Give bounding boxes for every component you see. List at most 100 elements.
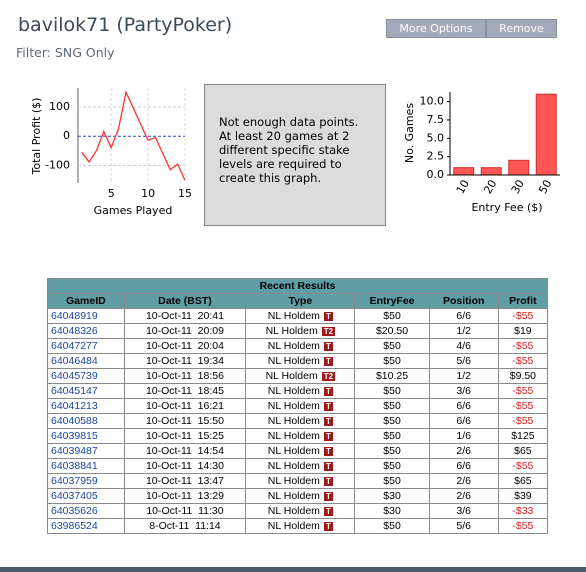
date: 10-Oct-11 18:45 — [123, 383, 247, 399]
y-tick-label: 0.0 — [427, 168, 445, 181]
table-row: 64046484 10-Oct-11 19:34 NL Holdem T $50 5/6-… — [47, 353, 549, 369]
x-tick-label: 30 — [509, 178, 527, 197]
column-header: Date (BST) — [123, 293, 247, 309]
type-text: NL Holdem — [267, 340, 320, 352]
x-tick-label: 20 — [481, 178, 499, 197]
profit: $39 — [497, 488, 549, 504]
profit: -$55 — [497, 308, 549, 324]
type-badge: T — [323, 341, 333, 351]
position: 1/2 — [428, 368, 499, 384]
game-id[interactable]: 64039815 — [47, 428, 125, 444]
type: NL Holdem T — [245, 428, 356, 444]
entry-fee: $50 — [354, 353, 430, 369]
game-id[interactable]: 64048919 — [47, 308, 125, 324]
y-axis-title: Total Profit ($) — [30, 98, 43, 176]
table-row: 64045739 10-Oct-11 18:56 NL Holdem T2 $10.25… — [47, 368, 549, 384]
button[interactable]: More Options — [386, 19, 486, 38]
date: 10-Oct-11 15:50 — [123, 413, 247, 429]
position: 6/6 — [428, 413, 499, 429]
date: 10-Oct-11 11:30 — [123, 503, 247, 519]
y-tick-label: 10.0 — [420, 95, 445, 108]
table-row: 64047277 10-Oct-11 20:04 NL Holdem T $50 4/6-… — [47, 338, 549, 354]
date: 10-Oct-11 20:04 — [123, 338, 247, 354]
position: 2/6 — [428, 473, 499, 489]
date: 10-Oct-11 16:21 — [123, 398, 247, 414]
position: 1/6 — [428, 428, 499, 444]
type-text: NL Holdem — [267, 430, 320, 442]
x-tick-label: 15 — [178, 187, 192, 200]
date: 10-Oct-11 20:09 — [123, 323, 247, 339]
table-row: 64041213 10-Oct-11 16:21 NL Holdem T $50 6/6-… — [47, 398, 549, 414]
type-badge: T — [323, 476, 333, 486]
game-id[interactable]: 64035626 — [47, 503, 125, 519]
profit: -$33 — [497, 503, 549, 519]
type: NL Holdem T — [245, 473, 356, 489]
title: bavilok71 (PartyPoker) — [18, 14, 233, 36]
entry-fee: $50 — [354, 413, 430, 429]
game-id[interactable]: 64047277 — [47, 338, 125, 354]
game-id[interactable]: 64048326 — [47, 323, 125, 339]
date: 8-Oct-11 11:14 — [123, 518, 247, 534]
position: 2/6 — [428, 488, 499, 504]
profit: $65 — [497, 473, 549, 489]
type: NL Holdem T — [245, 353, 356, 369]
position: 3/6 — [428, 383, 499, 399]
table-row: 64048919 10-Oct-11 20:41 NL Holdem T $50 6/6-… — [47, 308, 549, 324]
date: 10-Oct-11 18:56 — [123, 368, 247, 384]
game-id[interactable]: 64045147 — [47, 383, 125, 399]
type-text: NL Holdem — [265, 325, 318, 337]
bar — [508, 159, 530, 176]
table-row: 64037405 10-Oct-11 13:29 NL Holdem T $30 2/6 $… — [47, 488, 549, 504]
game-id[interactable]: 64040588 — [47, 413, 125, 429]
table-row: 64035626 10-Oct-11 11:30 NL Holdem T $30 3/6-… — [47, 503, 549, 519]
game-id[interactable]: 64041213 — [47, 398, 125, 414]
profit: $125 — [497, 428, 549, 444]
type-badge: T — [323, 311, 333, 321]
profit: $19 — [497, 323, 549, 339]
profit: $65 — [497, 443, 549, 459]
entry-fee: $50 — [354, 398, 430, 414]
table-title: Recent Results — [47, 278, 548, 294]
game-id[interactable]: 64046484 — [47, 353, 125, 369]
type-text: NL Holdem — [267, 415, 320, 427]
profit: -$55 — [497, 413, 549, 429]
entry-fee: $50 — [354, 383, 430, 399]
type-text: NL Holdem — [267, 310, 320, 322]
type: NL Holdem T — [245, 383, 356, 399]
y-tick-label: -100 — [45, 158, 70, 171]
game-id[interactable]: 63986524 — [47, 518, 125, 534]
table-row: 64045147 10-Oct-11 18:45 NL Holdem T $50 3/6-… — [47, 383, 549, 399]
type-badge: T — [323, 356, 333, 366]
type: NL Holdem T — [245, 308, 356, 324]
x-tick-label: 5 — [108, 187, 115, 200]
type-badge: T2 — [321, 326, 336, 336]
charts: -100 0 100 5 10 15 Games Played Total Profit ($… — [30, 88, 560, 217]
button[interactable]: Remove — [486, 19, 557, 38]
type: NL Holdem T — [245, 413, 356, 429]
game-id[interactable]: 64045739 — [47, 368, 125, 384]
type: NL Holdem T — [245, 488, 356, 504]
entry-fee: $30 — [354, 503, 430, 519]
game-id[interactable]: 64038841 — [47, 458, 125, 474]
entry-fee: $50 — [354, 443, 430, 459]
profit: -$55 — [497, 398, 549, 414]
game-id[interactable]: 64037959 — [47, 473, 125, 489]
type-text: NL Holdem — [267, 400, 320, 412]
type-badge: T — [323, 401, 333, 411]
game-id[interactable]: 64039487 — [47, 443, 125, 459]
entry-fee: $20.50 — [354, 323, 430, 339]
profit: -$55 — [497, 518, 549, 534]
type-text: NL Holdem — [267, 505, 320, 517]
type-badge: T — [323, 446, 333, 456]
bar — [453, 167, 475, 176]
type-text: NL Holdem — [267, 385, 320, 397]
entry-fee: $50 — [354, 458, 430, 474]
position: 5/6 — [428, 518, 499, 534]
x-tick-label: 10 — [141, 187, 155, 200]
column-header: EntryFee — [354, 293, 430, 309]
type-text: NL Holdem — [267, 520, 320, 532]
game-id[interactable]: 64037405 — [47, 488, 125, 504]
date: 10-Oct-11 13:47 — [123, 473, 247, 489]
type-badge: T — [323, 491, 333, 501]
entry-fee: $50 — [354, 473, 430, 489]
